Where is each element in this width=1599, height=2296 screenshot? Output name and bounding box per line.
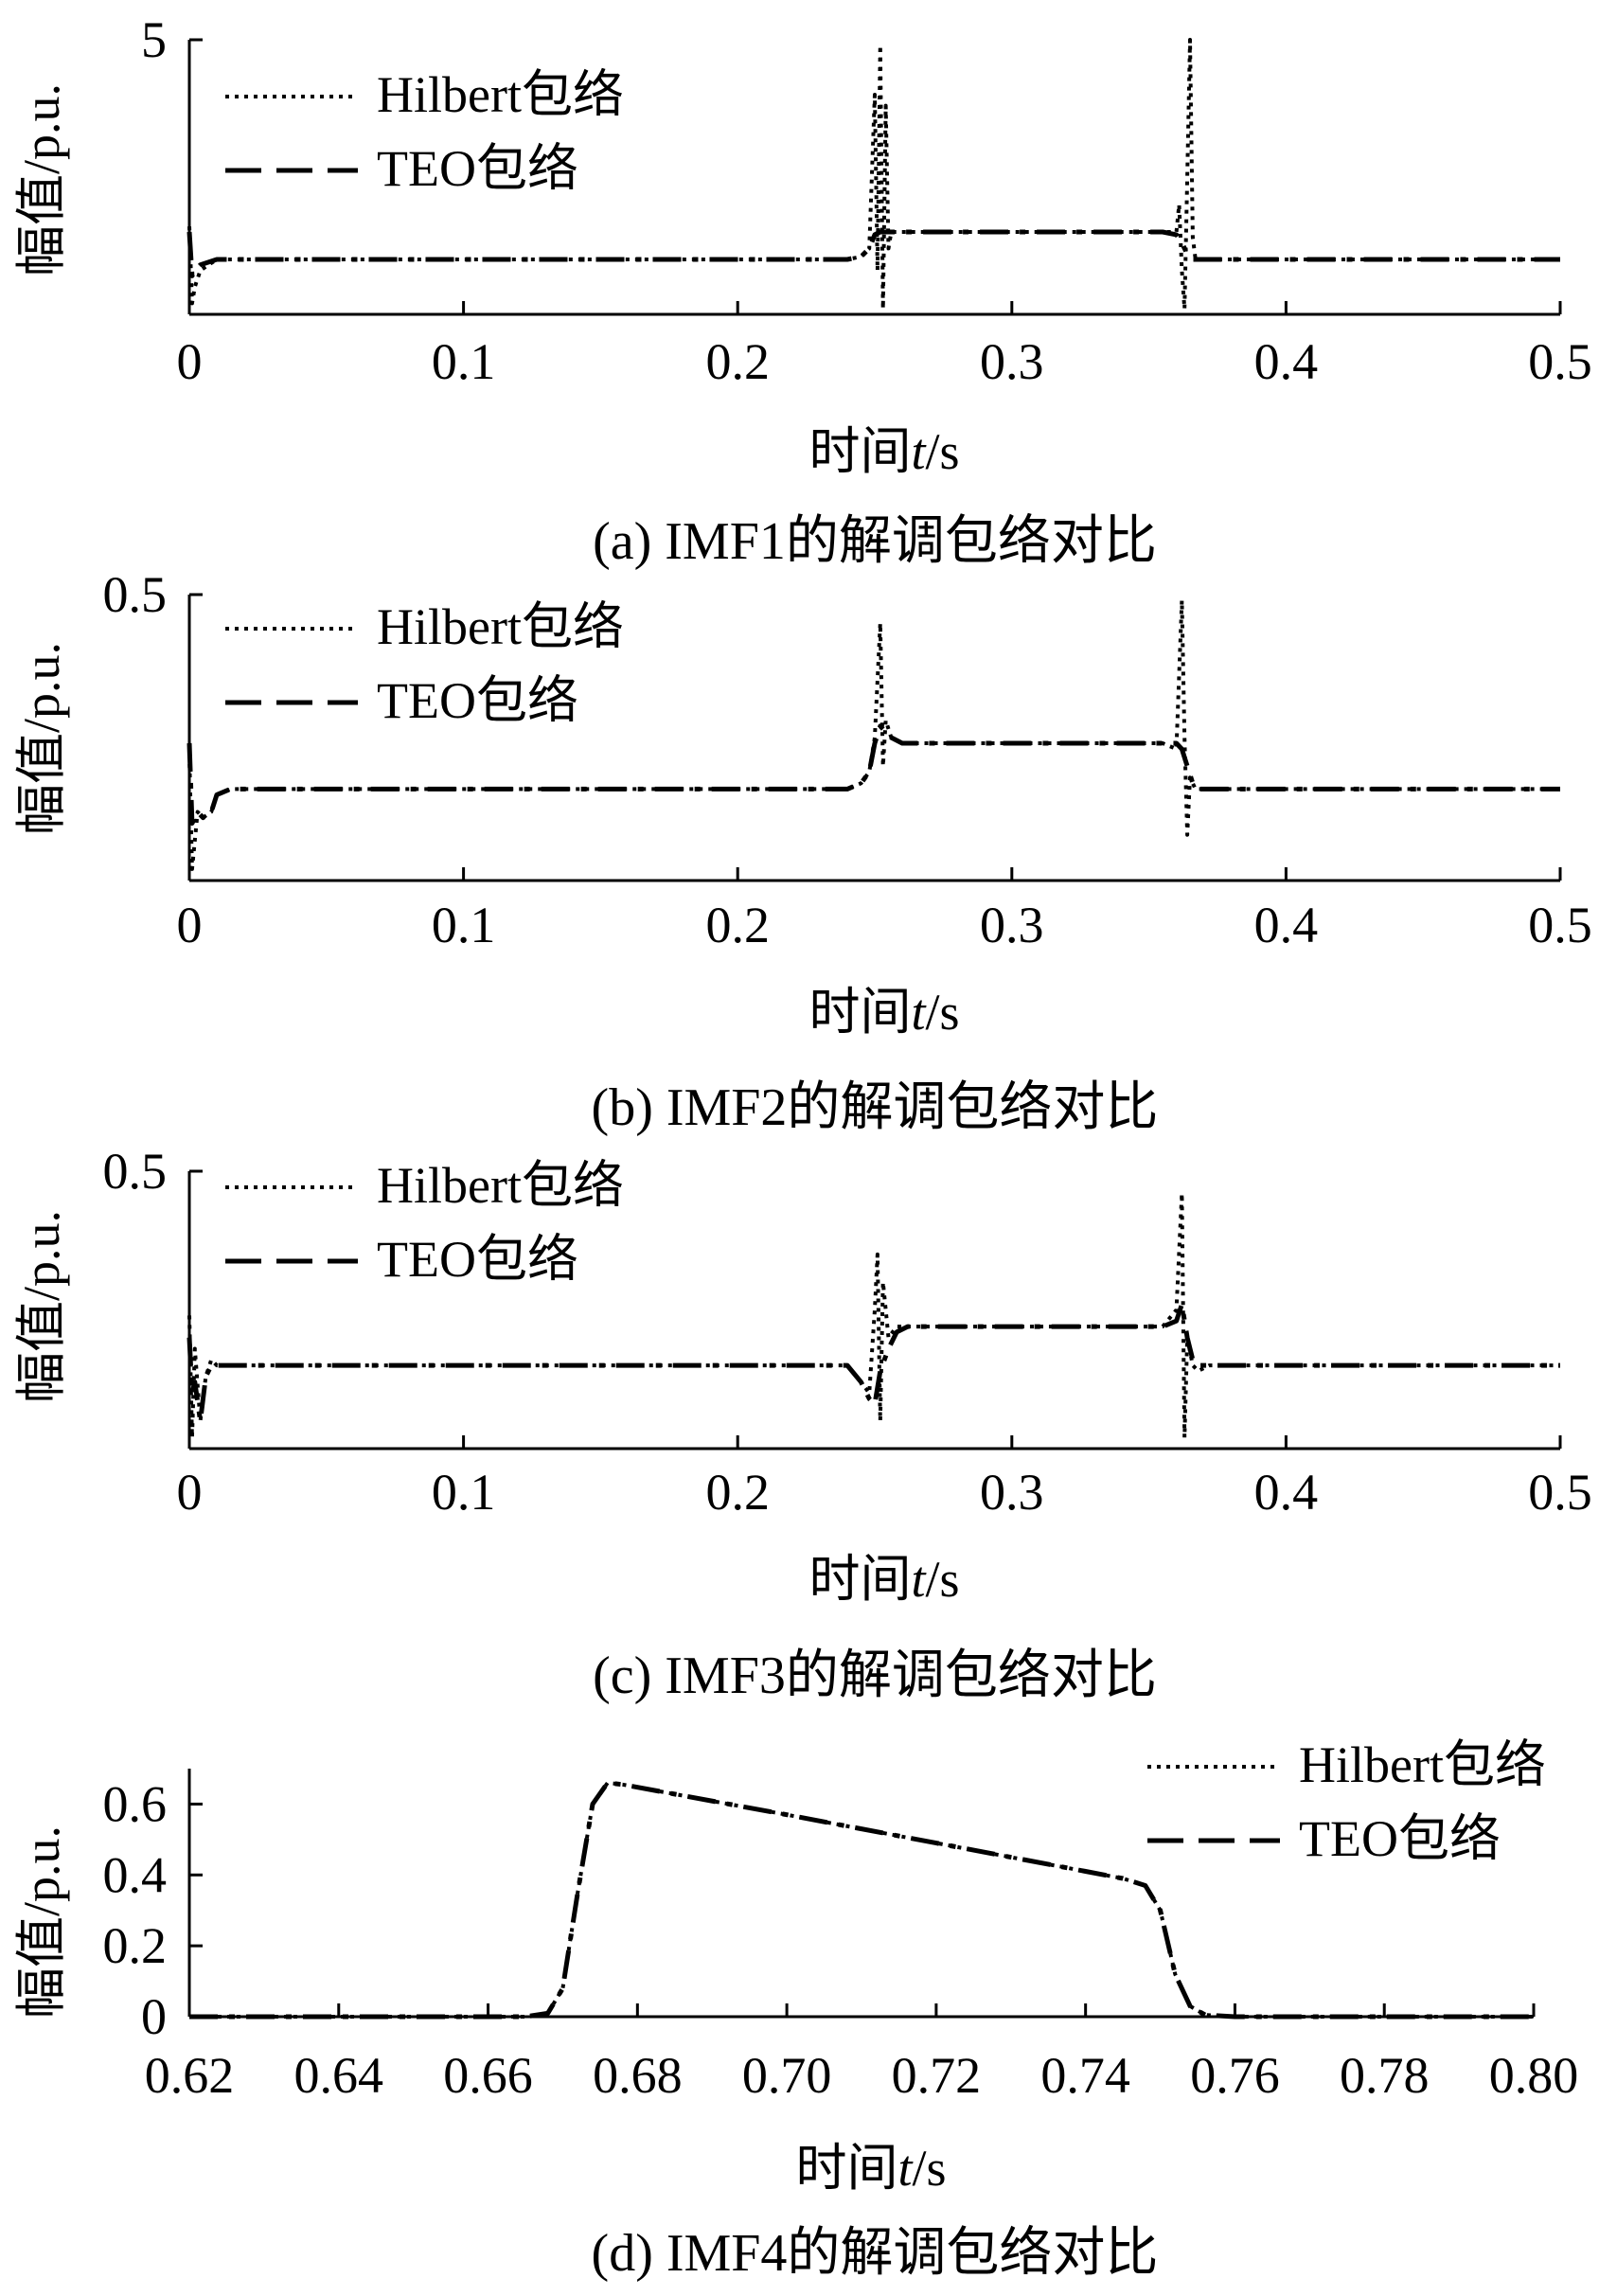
x-tick-label: 0.3	[980, 897, 1044, 953]
y-tick-label: 0	[141, 1988, 167, 2045]
x-tick-label: 0.1	[432, 1464, 496, 1521]
x-tick-label: 0.2	[705, 333, 770, 390]
x-tick-label: 0.1	[432, 897, 496, 953]
panel-caption: (d) IMF4的解调包络对比	[592, 2224, 1159, 2283]
panel-caption: (c) IMF3的解调包络对比	[593, 1646, 1157, 1705]
x-tick-label: 0.74	[1040, 2047, 1130, 2104]
legend-label: TEO包络	[377, 140, 578, 197]
panel-2: 0 0.1 0.2 0.3 0.4 0.5 0.5 Hilbert包络 TEO包络 幅值/p.u.…	[13, 566, 1592, 1137]
legend-label: Hilbert包络	[1299, 1736, 1546, 1793]
legend-label: TEO包络	[377, 672, 578, 729]
legend-label: TEO包络	[377, 1231, 578, 1288]
x-axis-label: 时间t/s	[808, 1551, 959, 1608]
y-tick-label: 0.5	[103, 566, 168, 623]
series-line-hilbert	[187, 1191, 1560, 1440]
x-tick-label: 0.5	[1528, 897, 1592, 953]
x-tick-label: 0.5	[1528, 333, 1592, 390]
x-tick-label: 0.76	[1190, 2047, 1280, 2104]
x-tick-label: 0.4	[1254, 333, 1319, 390]
x-tick-label: 0.2	[705, 1464, 770, 1521]
x-tick-label: 0.80	[1489, 2047, 1579, 2104]
y-tick-label: 0.6	[103, 1775, 168, 1832]
x-tick-label: 0.3	[980, 1464, 1044, 1521]
panel-4: 0.62 0.64 0.66 0.68 0.70 0.72 0.74 0.76 0.78 0.80…	[13, 1736, 1578, 2283]
x-tick-label: 0	[177, 897, 203, 953]
y-tick-label: 0.2	[103, 1917, 168, 1974]
x-tick-label: 0.4	[1254, 1464, 1319, 1521]
x-tick-label: 0.78	[1340, 2047, 1430, 2104]
panel-3: 0 0.1 0.2 0.3 0.4 0.5 0.5 Hilbert包络 TEO包络 幅值/p.u.…	[13, 1143, 1592, 1705]
x-tick-label: 0.5	[1528, 1464, 1592, 1521]
x-tick-label: 0.64	[294, 2047, 384, 2104]
y-axis-label: 幅值/p.u.	[13, 83, 70, 276]
panel-1: 0 0.1 0.2 0.3 0.4 0.5 5 Hilbert包络 TEO包络 幅值/p.u. 时间…	[13, 11, 1592, 571]
legend-label: TEO包络	[1299, 1810, 1501, 1867]
series-line-teo	[189, 1780, 1534, 2020]
panel-caption: (a) IMF1的解调包络对比	[593, 512, 1157, 571]
x-axis-label: 时间t/s	[808, 423, 959, 480]
x-tick-label: 0.68	[593, 2047, 683, 2104]
legend-label: Hilbert包络	[377, 598, 624, 655]
x-tick-label: 0	[177, 1464, 203, 1521]
x-tick-label: 0.4	[1254, 897, 1319, 953]
x-tick-label: 0.62	[145, 2047, 235, 2104]
x-tick-label: 0.66	[443, 2047, 533, 2104]
x-tick-label: 0.72	[892, 2047, 982, 2104]
y-tick-label: 0.5	[103, 1143, 168, 1200]
x-tick-label: 0.1	[432, 333, 496, 390]
x-tick-label: 0.3	[980, 333, 1044, 390]
series-line-teo	[187, 229, 1560, 278]
y-tick-label: 5	[141, 11, 167, 68]
legend-label: Hilbert包络	[377, 66, 624, 123]
x-tick-label: 0	[177, 333, 203, 390]
series-line-teo	[187, 723, 1560, 827]
x-tick-label: 0.70	[742, 2047, 832, 2104]
y-tick-label: 0.4	[103, 1846, 168, 1903]
x-axis-label: 时间t/s	[808, 984, 959, 1041]
y-axis-label: 幅值/p.u.	[13, 1825, 70, 2019]
x-axis-label: 时间t/s	[795, 2140, 946, 2197]
x-tick-label: 0.2	[705, 897, 770, 953]
y-axis-label: 幅值/p.u.	[13, 1210, 70, 1403]
panel-caption: (b) IMF2的解调包络对比	[592, 1078, 1159, 1137]
legend-label: Hilbert包络	[377, 1157, 624, 1214]
series-line-hilbert	[187, 38, 1560, 311]
y-axis-label: 幅值/p.u.	[13, 642, 70, 835]
